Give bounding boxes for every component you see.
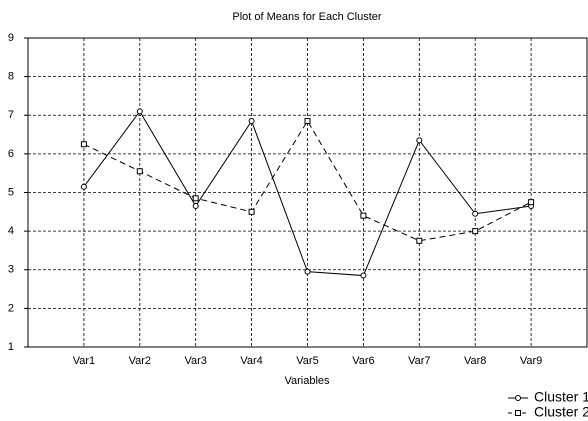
y-tick-label: 1 <box>8 341 14 353</box>
series-line <box>83 120 532 242</box>
data-point <box>192 203 199 210</box>
x-tick-label: Var4 <box>240 355 262 367</box>
y-tick-label: 5 <box>8 186 14 198</box>
data-point <box>416 137 423 144</box>
x-tick-label: Var3 <box>184 355 206 367</box>
legend-label: Cluster 1 <box>534 389 588 405</box>
data-point <box>360 272 367 279</box>
x-tick-label: Var1 <box>73 355 95 367</box>
chart-title: Plot of Means for Each Cluster <box>232 11 382 23</box>
x-tick-label: Var9 <box>520 355 542 367</box>
data-point <box>472 228 479 235</box>
data-point <box>416 237 423 244</box>
data-point <box>304 268 311 275</box>
x-tick-label: Var6 <box>352 355 374 367</box>
data-point <box>80 183 87 190</box>
data-point <box>304 118 311 125</box>
y-tick-label: 2 <box>8 302 14 314</box>
data-point <box>192 195 199 202</box>
x-tick-label: Var8 <box>464 355 486 367</box>
y-tick-label: 4 <box>8 225 14 237</box>
y-tick-label: 3 <box>8 264 14 276</box>
data-point <box>248 118 255 125</box>
data-point <box>136 168 143 175</box>
y-tick-label: 9 <box>8 32 14 44</box>
legend-label: Cluster 2 <box>534 404 588 420</box>
legend-marker <box>515 410 521 416</box>
data-point <box>136 108 143 115</box>
y-tick-label: 6 <box>8 148 14 160</box>
data-point <box>80 141 87 148</box>
x-tick-label: Var2 <box>129 355 151 367</box>
x-tick-label: Var5 <box>296 355 318 367</box>
data-point <box>472 210 479 217</box>
y-tick-label: 7 <box>8 109 14 121</box>
y-tick-label: 8 <box>8 71 14 83</box>
data-point <box>360 212 367 219</box>
data-point <box>248 208 255 215</box>
x-tick-label: Var7 <box>408 355 430 367</box>
x-axis-label: Variables <box>284 375 330 387</box>
data-point <box>528 199 535 206</box>
legend-marker <box>515 395 521 401</box>
